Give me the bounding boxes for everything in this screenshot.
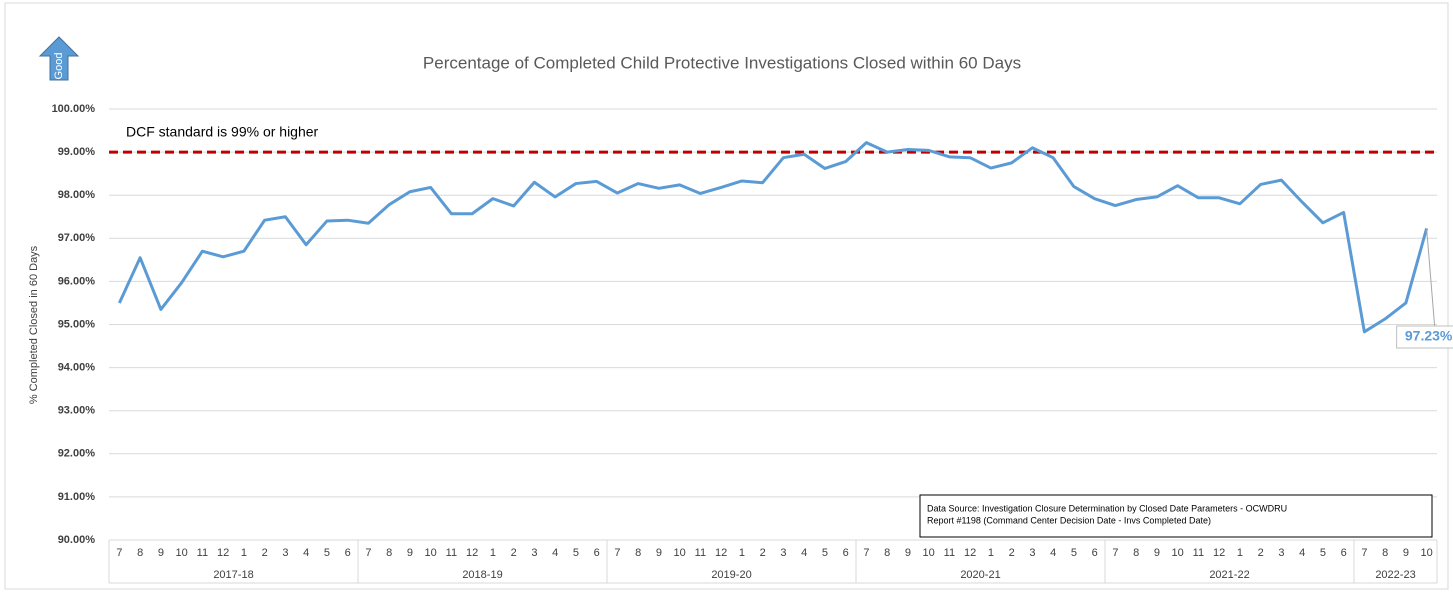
x-tick-label: 4 [552,547,558,559]
x-tick-label: 12 [715,547,727,559]
y-axis-label: % Completed Closed in 60 Days [28,245,40,404]
x-tick-label: 9 [407,547,413,559]
x-tick-label: 6 [1341,547,1347,559]
x-tick-label: 8 [1382,547,1388,559]
x-tick-label: 7 [365,547,371,559]
x-tick-label: 4 [1299,547,1305,559]
x-tick-label: 11 [197,547,208,559]
x-tick-label: 3 [531,547,537,559]
chart-title: Percentage of Completed Child Protective… [423,53,1021,72]
x-tick-label: 1 [1237,547,1243,559]
x-tick-label: 10 [923,547,935,559]
chart-border [4,2,1449,590]
x-tick-label: 9 [1154,547,1160,559]
source-box [919,494,1433,538]
x-tick-label: 9 [158,547,164,559]
x-tick-label: 11 [944,547,955,559]
x-tick-label: 1 [490,547,496,559]
line-series [118,141,1429,334]
x-tick-label: 2 [1258,547,1264,559]
x-tick-label: 7 [1112,547,1118,559]
y-tick-label: 90.00% [58,534,96,546]
x-tick-label: 2 [262,547,268,559]
y-tick-label: 92.00% [58,448,96,460]
source-note: Report #1198 (Command Center Decision Da… [927,515,1211,525]
x-tick-label: 11 [446,547,457,559]
x-tick-label: 3 [282,547,288,559]
x-tick-label: 1 [988,547,994,559]
x-tick-label: 4 [1050,547,1056,559]
y-tick-label: 91.00% [58,491,96,503]
y-tick-label: 94.00% [58,362,96,374]
x-group-label: 2020-21 [960,569,1000,581]
y-tick-label: 98.00% [58,189,96,201]
x-group-label: 2022-23 [1375,569,1415,581]
x-tick-label: 5 [324,547,330,559]
x-tick-label: 3 [780,547,786,559]
x-tick-label: 8 [137,547,143,559]
x-tick-label: 3 [1029,547,1035,559]
x-tick-label: 5 [573,547,579,559]
x-tick-label: 10 [425,547,437,559]
x-tick-label: 6 [594,547,600,559]
x-tick-label: 9 [905,547,911,559]
data-label: 97.23% [1405,328,1453,344]
y-tick-label: 93.00% [58,405,96,417]
x-tick-label: 9 [1403,547,1409,559]
x-tick-label: 7 [614,547,620,559]
source-note: Data Source: Investigation Closure Deter… [927,503,1287,513]
x-tick-label: 10 [674,547,686,559]
x-tick-label: 12 [466,547,478,559]
good-arrow [38,36,80,81]
x-tick-label: 12 [964,547,976,559]
x-tick-label: 2 [760,547,766,559]
x-tick-label: 10 [1172,547,1184,559]
x-tick-label: 12 [217,547,229,559]
x-tick-label: 10 [1421,547,1433,559]
y-tick-label: 99.00% [58,146,96,158]
y-tick-label: 100.00% [52,103,96,115]
x-tick-label: 8 [884,547,890,559]
x-tick-label: 10 [176,547,188,559]
x-tick-label: 6 [843,547,849,559]
x-tick-label: 7 [116,547,122,559]
x-tick-label: 1 [241,547,247,559]
x-group-label: 2017-18 [213,569,253,581]
x-group-label: 2021-22 [1209,569,1249,581]
x-tick-label: 8 [386,547,392,559]
label-box [1396,325,1453,349]
x-group-label: 2019-20 [711,569,751,581]
y-tick-label: 96.00% [58,275,96,287]
x-tick-label: 3 [1278,547,1284,559]
x-tick-label: 4 [801,547,807,559]
x-tick-label: 6 [345,547,351,559]
y-tick-label: 97.00% [58,232,96,244]
good-label: Good [53,53,65,80]
x-tick-label: 9 [656,547,662,559]
reference-label: DCF standard is 99% or higher [126,124,319,140]
x-tick-label: 2 [511,547,517,559]
x-tick-label: 7 [863,547,869,559]
x-tick-label: 5 [822,547,828,559]
y-tick-label: 95.00% [58,318,96,330]
label-leader [1426,228,1436,327]
x-tick-label: 4 [303,547,309,559]
x-tick-label: 1 [739,547,745,559]
x-tick-label: 12 [1213,547,1225,559]
x-tick-label: 8 [1133,547,1139,559]
x-tick-label: 6 [1092,547,1098,559]
x-tick-label: 7 [1361,547,1367,559]
x-tick-label: 5 [1320,547,1326,559]
x-tick-label: 2 [1009,547,1015,559]
x-tick-label: 11 [695,547,706,559]
x-group-label: 2018-19 [462,569,502,581]
x-tick-label: 8 [635,547,641,559]
x-tick-label: 5 [1071,547,1077,559]
x-tick-label: 11 [1193,547,1204,559]
